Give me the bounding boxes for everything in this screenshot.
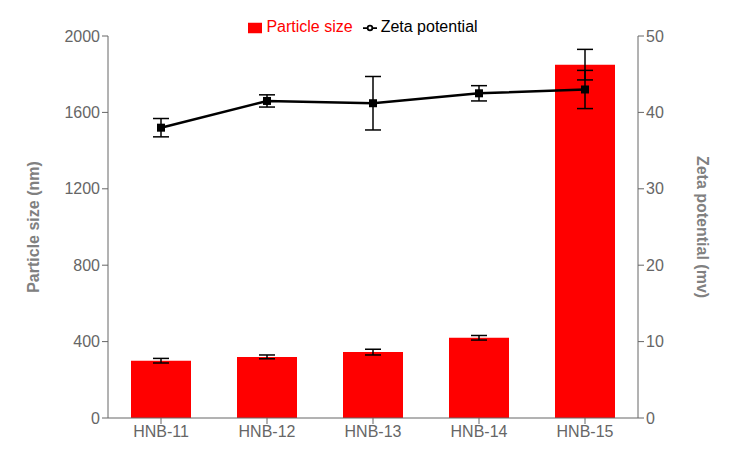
svg-text:10: 10 [646,333,664,350]
svg-text:2000: 2000 [64,28,100,45]
svg-text:HNB-11: HNB-11 [133,423,189,440]
svg-text:HNB-15: HNB-15 [557,423,614,440]
svg-text:400: 400 [73,333,100,350]
svg-text:30: 30 [646,180,664,197]
svg-text:40: 40 [646,104,664,121]
svg-text:Zeta potential (mv): Zeta potential (mv) [694,156,711,298]
svg-text:1200: 1200 [64,180,100,197]
svg-text:20: 20 [646,257,664,274]
svg-text:0: 0 [91,410,100,427]
svg-text:HNB-12: HNB-12 [239,423,296,440]
svg-text:800: 800 [73,257,100,274]
svg-text:HNB-14: HNB-14 [451,423,508,440]
html-text:Particle size: Particle size [266,18,353,35]
svg-text:1600: 1600 [64,104,100,121]
svg-text:Particle size (nm): Particle size (nm) [25,161,42,293]
svg-text:0: 0 [646,410,655,427]
svg-text:HNB-13: HNB-13 [345,423,402,440]
html-text:Zeta potential: Zeta potential [380,18,478,35]
svg-text:50: 50 [646,28,664,45]
